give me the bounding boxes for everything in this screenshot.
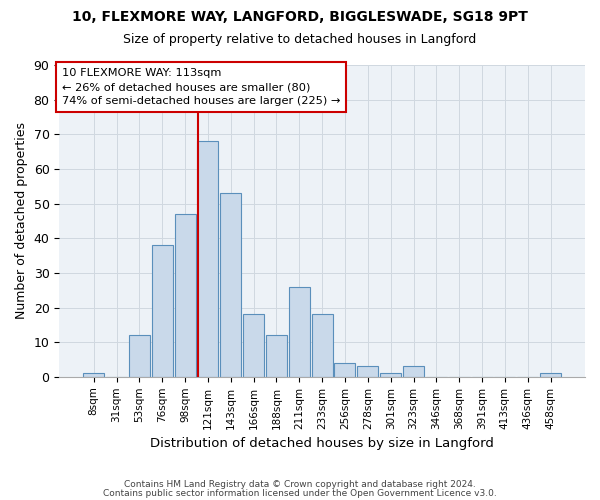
Bar [197,141,218,377]
Text: Contains public sector information licensed under the Open Government Licence v3: Contains public sector information licen… [103,489,497,498]
Bar [289,286,310,377]
Text: Contains HM Land Registry data © Crown copyright and database right 2024.: Contains HM Land Registry data © Crown c… [124,480,476,489]
Y-axis label: Number of detached properties: Number of detached properties [15,122,28,320]
Bar [175,214,196,377]
Bar [129,335,150,377]
Bar [403,366,424,377]
Bar [152,245,173,377]
Bar [220,193,241,377]
Bar [266,335,287,377]
Bar [358,366,379,377]
Text: Size of property relative to detached houses in Langford: Size of property relative to detached ho… [124,32,476,46]
Bar [334,363,355,377]
X-axis label: Distribution of detached houses by size in Langford: Distribution of detached houses by size … [150,437,494,450]
Text: 10, FLEXMORE WAY, LANGFORD, BIGGLESWADE, SG18 9PT: 10, FLEXMORE WAY, LANGFORD, BIGGLESWADE,… [72,10,528,24]
Bar [311,314,332,377]
Text: 10 FLEXMORE WAY: 113sqm
← 26% of detached houses are smaller (80)
74% of semi-de: 10 FLEXMORE WAY: 113sqm ← 26% of detache… [62,68,340,106]
Bar [380,374,401,377]
Bar [540,374,561,377]
Bar [243,314,264,377]
Bar [83,374,104,377]
